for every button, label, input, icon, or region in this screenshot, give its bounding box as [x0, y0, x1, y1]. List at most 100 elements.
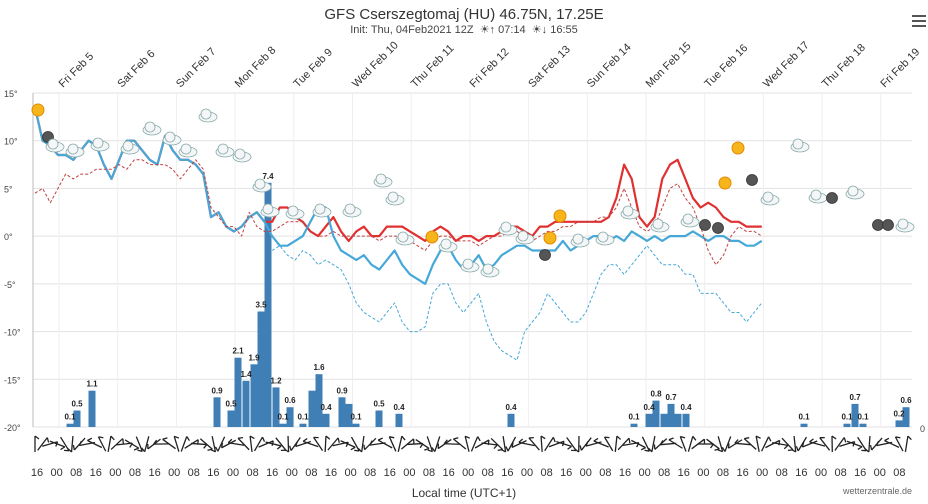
- precip-bar: [272, 387, 280, 427]
- hour-tick-label: 00: [756, 467, 768, 479]
- precip-bar: [279, 423, 287, 427]
- precip-label: 0.1: [857, 413, 869, 422]
- precip-bar: [308, 390, 316, 427]
- hour-tick-label: 08: [246, 467, 258, 479]
- precip-bar: [227, 410, 235, 427]
- wind-barb: [400, 438, 415, 450]
- precip-bar: [645, 413, 653, 427]
- hour-tick-label: 00: [580, 467, 592, 479]
- precip-bar: [667, 403, 675, 427]
- cloud-icon: [285, 205, 305, 220]
- wind-barb: [717, 436, 724, 453]
- cloud-icon: [760, 191, 780, 206]
- sun-icon: [553, 209, 567, 223]
- precip-bar: [73, 410, 81, 427]
- cloud-icon: [373, 173, 393, 188]
- cloud-icon: [808, 189, 828, 204]
- precip-label: 2.1: [232, 347, 244, 356]
- hour-tick-label: 00: [462, 467, 474, 479]
- precip-bar: [257, 311, 265, 427]
- precip-label: 0.1: [297, 413, 309, 422]
- cloud-icon: [178, 143, 198, 158]
- wind-barb: [846, 440, 863, 451]
- cloud-icon: [498, 221, 518, 236]
- sunrise-icon: ☀↑: [476, 24, 496, 36]
- wind-barb: [721, 436, 732, 452]
- wind-barb: [87, 437, 103, 449]
- wind-barb: [227, 438, 245, 446]
- cloud-icon: [515, 230, 535, 245]
- day-label: Tue Feb 9: [291, 46, 335, 90]
- precip-bar: [895, 420, 903, 427]
- hour-tick-label: 08: [364, 467, 376, 479]
- cloud-icon: [215, 143, 235, 158]
- precip-bar: [800, 423, 808, 427]
- day-label: Tue Feb 16: [702, 42, 750, 90]
- init-text: Init: Thu, 04Feb2021 12Z: [350, 24, 474, 36]
- init-line: Init: Thu, 04Feb2021 12Z ☀↑ 07:14 ☀↓ 16:…: [0, 23, 928, 36]
- wind-barbs: [34, 435, 912, 453]
- hour-tick-label: 00: [344, 467, 356, 479]
- wind-barb: [443, 439, 461, 445]
- wind-barb: [34, 435, 40, 452]
- y-tick-label: -5°: [4, 280, 16, 290]
- wind-barb: [809, 438, 826, 447]
- wind-barb: [566, 437, 577, 452]
- cloud-icon: [342, 203, 362, 218]
- wind-barb: [340, 440, 356, 451]
- wind-barb: [357, 435, 365, 453]
- wind-barb: [249, 435, 255, 453]
- precip-bar: [395, 413, 403, 427]
- wind-barb: [388, 436, 397, 452]
- precip-bar: [375, 410, 383, 427]
- precip-bar: [66, 423, 74, 427]
- day-label: Mon Feb 8: [233, 44, 279, 90]
- moon-icon: [712, 222, 724, 234]
- wind-barb: [544, 436, 556, 452]
- precip-label: 0.9: [336, 386, 348, 395]
- wind-barb: [481, 442, 498, 450]
- precip-label: 0.4: [680, 403, 692, 412]
- wind-barb: [505, 436, 517, 452]
- wind-barb: [426, 436, 434, 453]
- cloud-icon: [395, 231, 415, 246]
- wind-barb: [199, 438, 213, 451]
- day-labels: Fri Feb 5 Sat Feb 6 Sun Feb 7 Mon Feb 8 Tue …: [57, 39, 923, 90]
- precip-bar: [652, 400, 660, 427]
- precipitation-bars: 0.10.51.10.90.52.11.41.93.57.41.20.10.60…: [64, 172, 912, 427]
- wind-barb: [869, 437, 883, 451]
- hour-tick-label: 16: [266, 467, 278, 479]
- moon-icon: [699, 219, 711, 231]
- wind-barb: [135, 436, 143, 453]
- sunrise-time: 07:14: [498, 24, 526, 36]
- day-label: Mon Feb 15: [644, 40, 694, 90]
- hour-tick-label: 16: [854, 467, 866, 479]
- wind-barb: [518, 438, 535, 447]
- precip-label: 0.4: [320, 403, 332, 412]
- wind-barb: [116, 442, 133, 448]
- day-label: Sat Feb 6: [115, 48, 157, 90]
- wind-barb: [831, 435, 837, 453]
- y-tick-label: 10°: [4, 137, 18, 147]
- hour-tick-label: 00: [286, 467, 298, 479]
- hour-tick-label: 08: [129, 467, 141, 479]
- sunset-icon: ☀↓: [528, 24, 548, 36]
- cloud-icon: [895, 218, 915, 233]
- day-label: Wed Feb 17: [761, 39, 812, 90]
- cloud-icon: [45, 138, 65, 153]
- hour-tick-label: 16: [795, 467, 807, 479]
- precip-bar: [250, 364, 258, 427]
- menu-icon[interactable]: [912, 12, 926, 30]
- precip-label: 0.6: [900, 396, 912, 405]
- hour-tick-label: 00: [815, 467, 827, 479]
- wind-barb: [500, 435, 507, 453]
- wind-barb: [415, 438, 430, 451]
- wind-barb: [464, 435, 471, 452]
- precip-label: 1.4: [240, 370, 252, 379]
- precip-label: 0.1: [64, 413, 76, 422]
- precip-bar: [859, 423, 867, 427]
- moon-icon: [826, 192, 838, 204]
- hour-tick-label: 00: [227, 467, 239, 479]
- day-label: Thu Feb 18: [820, 42, 868, 90]
